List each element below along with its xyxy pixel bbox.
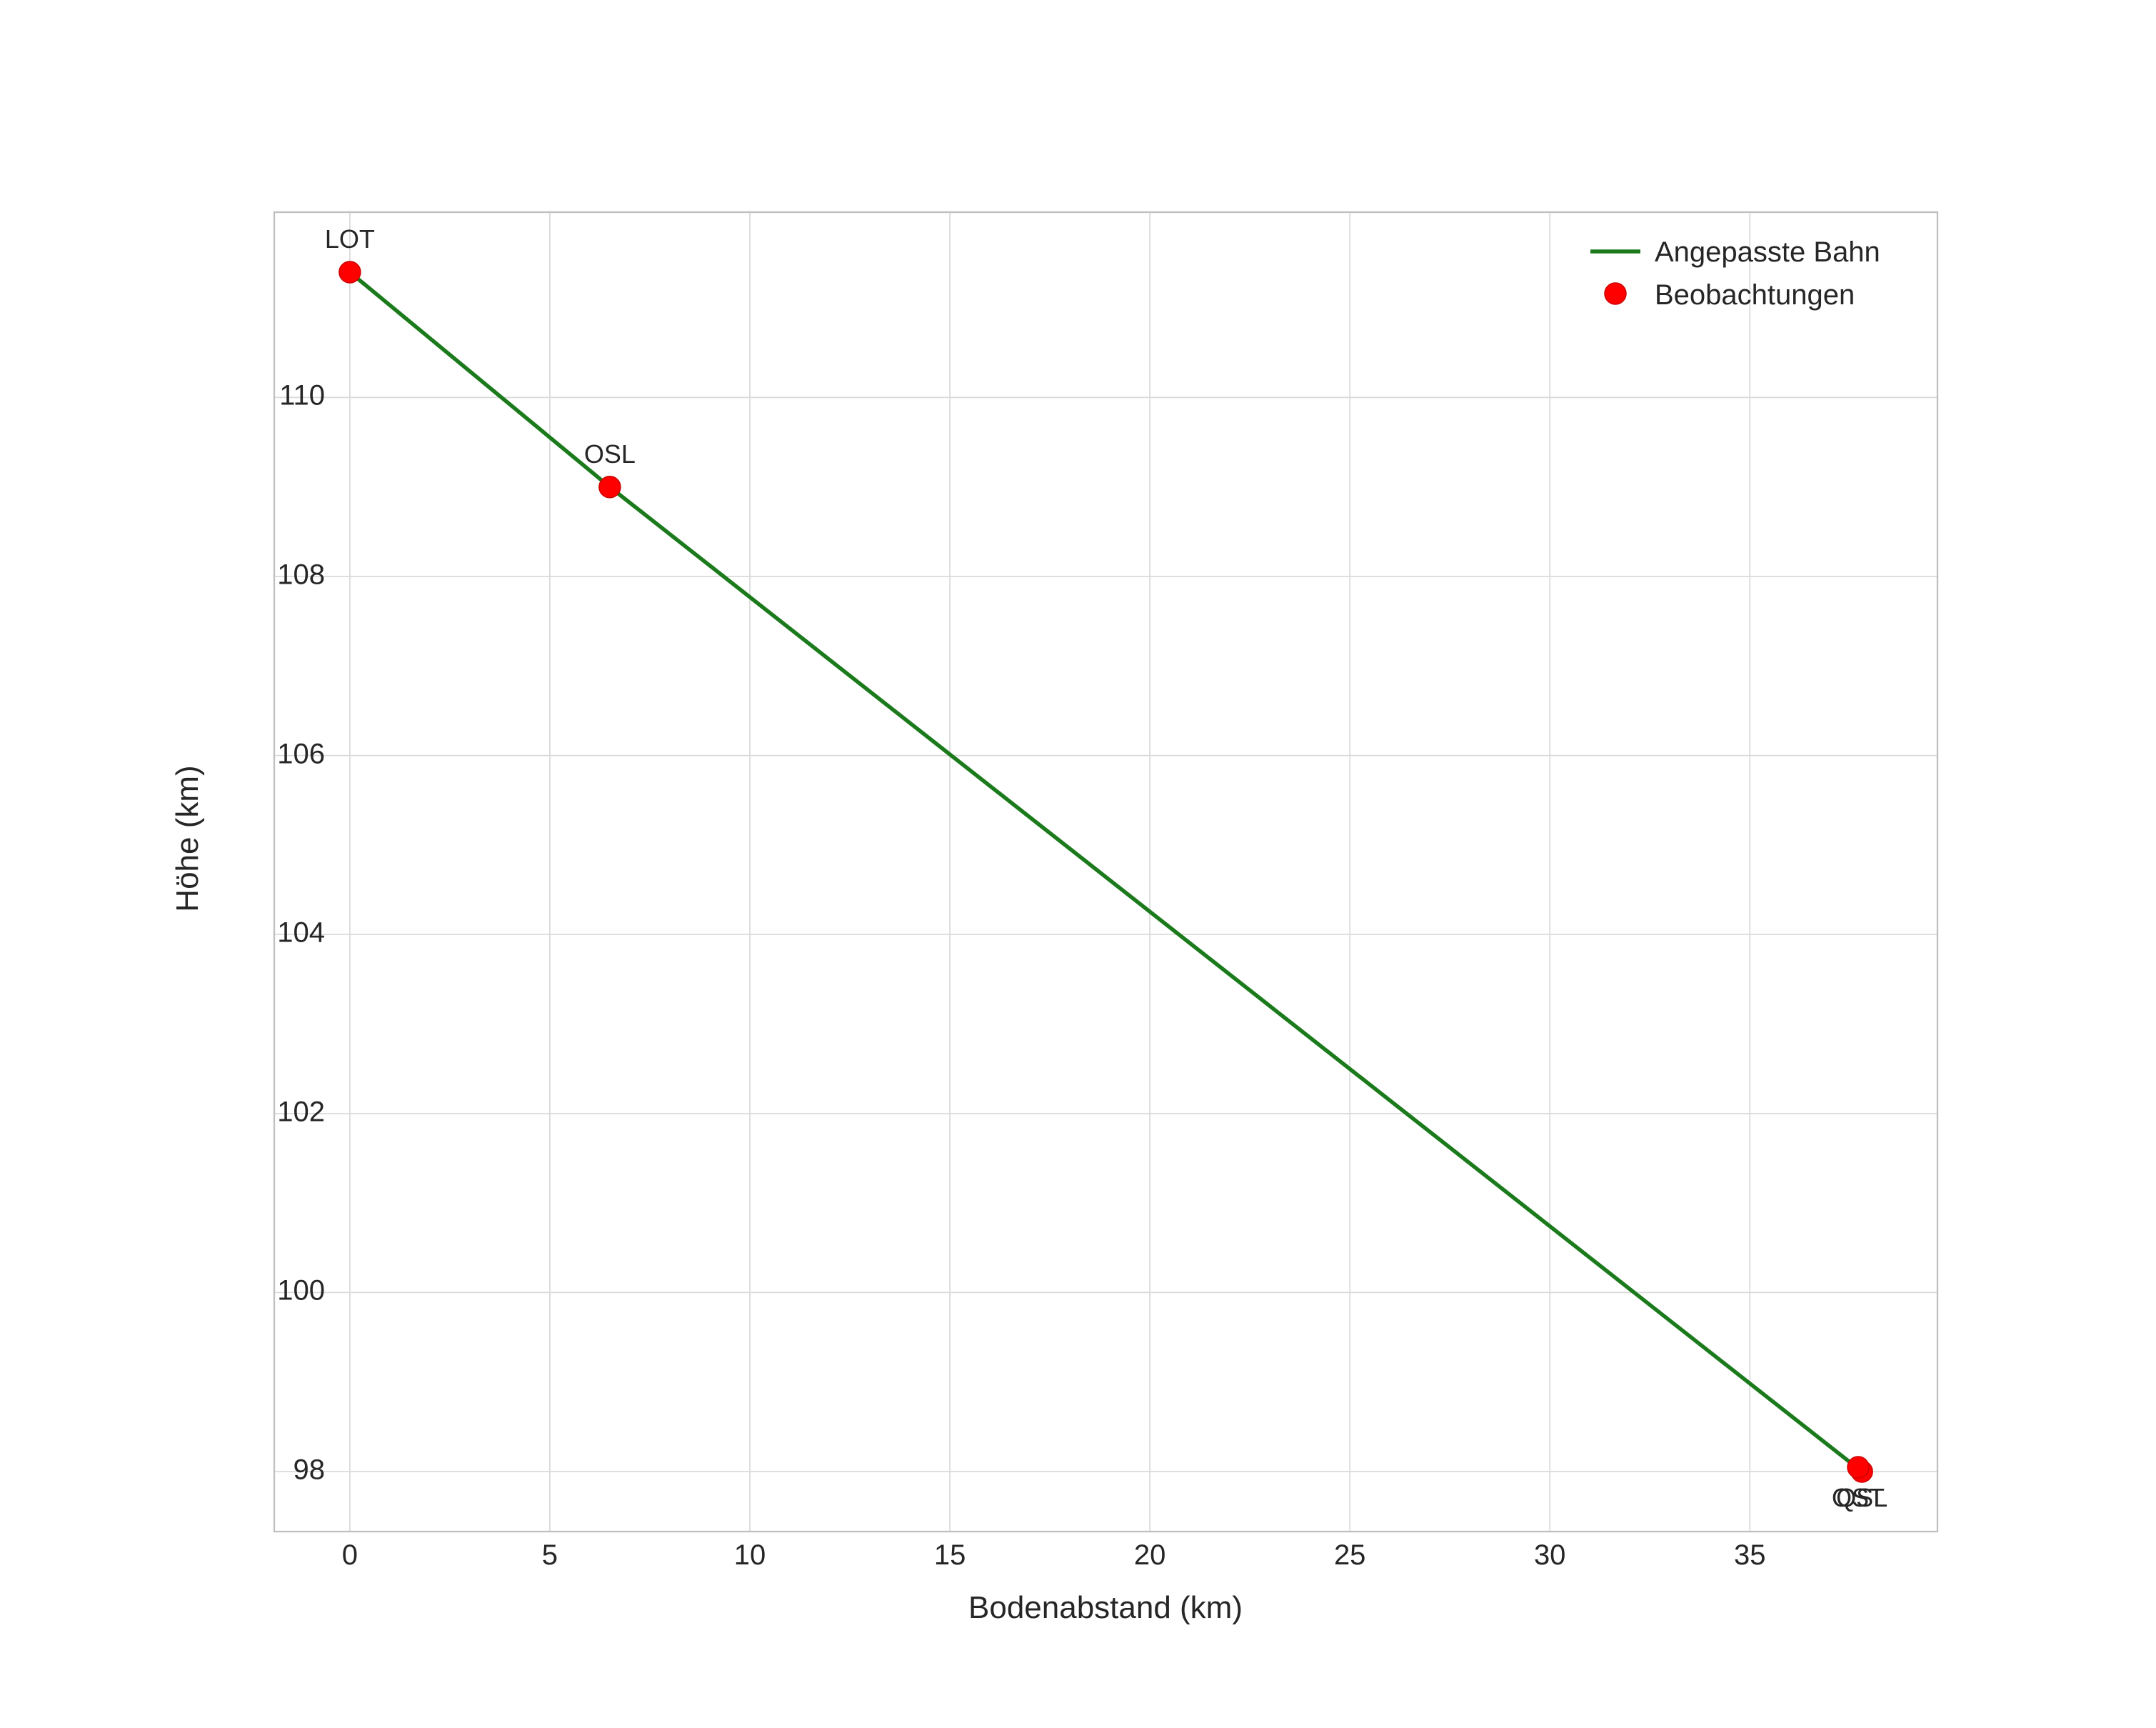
svg-text:Höhe (km): Höhe (km) <box>170 765 205 912</box>
svg-text:Angepasste Bahn: Angepasste Bahn <box>1655 236 1880 268</box>
svg-text:20: 20 <box>1134 1539 1166 1571</box>
svg-text:106: 106 <box>277 739 325 770</box>
svg-text:30: 30 <box>1534 1539 1566 1571</box>
svg-text:QSL: QSL <box>1836 1483 1887 1512</box>
svg-text:108: 108 <box>277 559 325 591</box>
svg-text:98: 98 <box>294 1454 326 1486</box>
svg-text:15: 15 <box>934 1539 966 1571</box>
svg-text:35: 35 <box>1734 1539 1766 1571</box>
svg-text:25: 25 <box>1334 1539 1366 1571</box>
svg-text:5: 5 <box>542 1539 558 1571</box>
svg-text:102: 102 <box>277 1097 325 1128</box>
svg-text:110: 110 <box>279 380 325 411</box>
svg-text:10: 10 <box>734 1539 766 1571</box>
svg-text:Beobachtungen: Beobachtungen <box>1655 279 1855 311</box>
svg-text:OSL: OSL <box>584 439 636 469</box>
svg-text:LOT: LOT <box>325 224 375 254</box>
svg-text:100: 100 <box>277 1275 325 1307</box>
svg-text:104: 104 <box>277 917 325 949</box>
svg-text:Bodenabstand (km): Bodenabstand (km) <box>968 1590 1243 1625</box>
svg-text:0: 0 <box>342 1539 358 1571</box>
